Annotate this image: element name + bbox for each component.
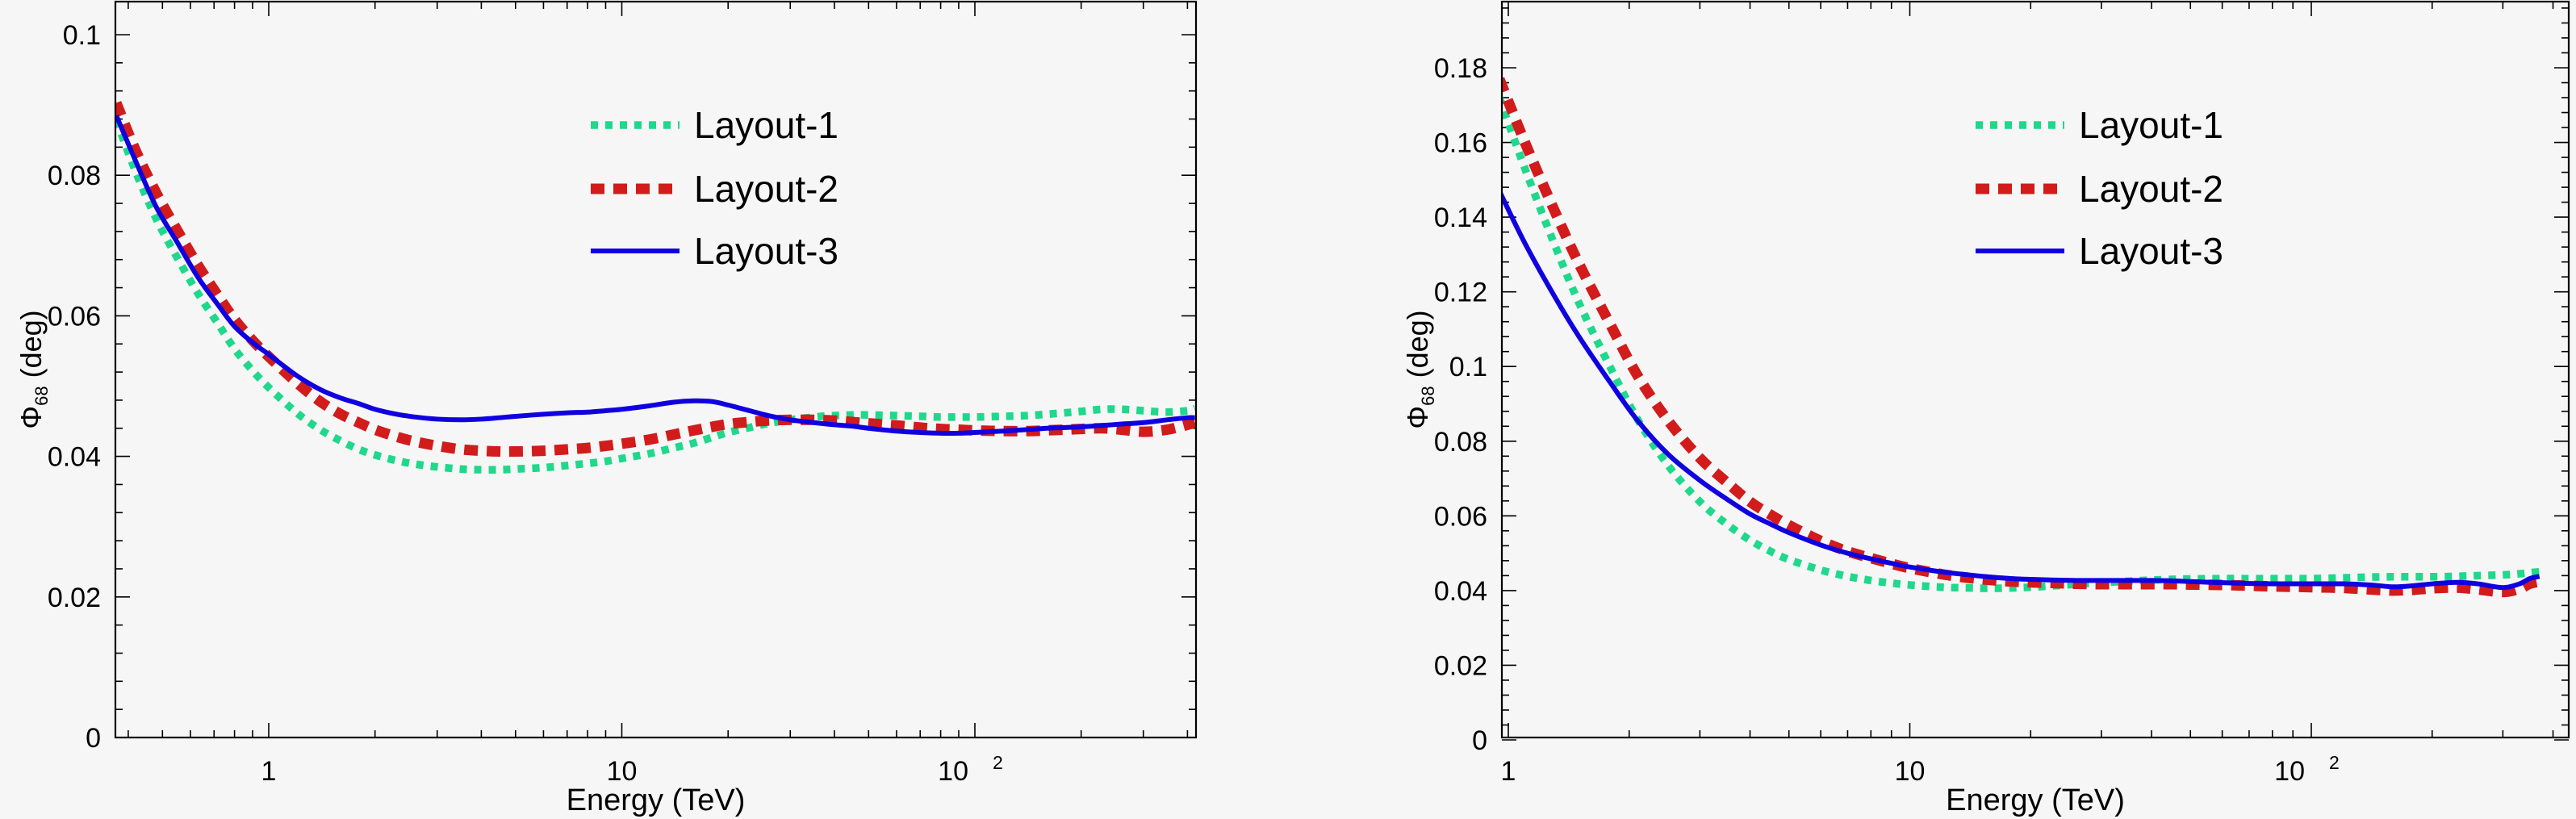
- svg-text:0.02: 0.02: [1434, 650, 1487, 681]
- svg-text:0.1: 0.1: [1449, 352, 1487, 382]
- svg-text:Energy (TeV): Energy (TeV): [1946, 783, 2125, 817]
- svg-text:0.18: 0.18: [1434, 53, 1487, 84]
- svg-text:10: 10: [1895, 756, 1926, 787]
- svg-text:0.08: 0.08: [1434, 427, 1487, 458]
- svg-text:0.02: 0.02: [48, 583, 101, 613]
- svg-text:0.04: 0.04: [48, 442, 101, 473]
- svg-text:0.08: 0.08: [48, 161, 101, 191]
- svg-text:2: 2: [2329, 752, 2340, 773]
- svg-text:1: 1: [1501, 756, 1516, 787]
- svg-text:0: 0: [1472, 725, 1487, 756]
- svg-text:0.06: 0.06: [1434, 501, 1487, 532]
- svg-text:0.04: 0.04: [1434, 576, 1487, 607]
- svg-text:0.12: 0.12: [1434, 278, 1487, 308]
- svg-text:Φ68 (deg): Φ68 (deg): [15, 310, 52, 428]
- svg-text:0: 0: [86, 723, 101, 754]
- svg-text:0.14: 0.14: [1434, 203, 1487, 233]
- svg-text:Layout-3: Layout-3: [694, 230, 838, 272]
- svg-text:Energy (TeV): Energy (TeV): [567, 783, 746, 817]
- svg-text:1: 1: [261, 756, 277, 787]
- svg-text:Layout-2: Layout-2: [2079, 168, 2223, 210]
- svg-text:10: 10: [607, 756, 638, 787]
- svg-text:Layout-2: Layout-2: [694, 168, 838, 210]
- svg-text:2: 2: [993, 752, 1003, 773]
- svg-text:Layout-1: Layout-1: [694, 104, 838, 146]
- svg-text:Φ68 (deg): Φ68 (deg): [1401, 310, 1438, 428]
- svg-text:0.16: 0.16: [1434, 128, 1487, 159]
- svg-text:10: 10: [2274, 756, 2305, 787]
- svg-text:0.06: 0.06: [48, 301, 101, 332]
- svg-text:0.1: 0.1: [63, 20, 101, 51]
- svg-text:Layout-1: Layout-1: [2079, 104, 2223, 146]
- svg-text:10: 10: [938, 756, 968, 787]
- svg-text:Layout-3: Layout-3: [2079, 230, 2223, 272]
